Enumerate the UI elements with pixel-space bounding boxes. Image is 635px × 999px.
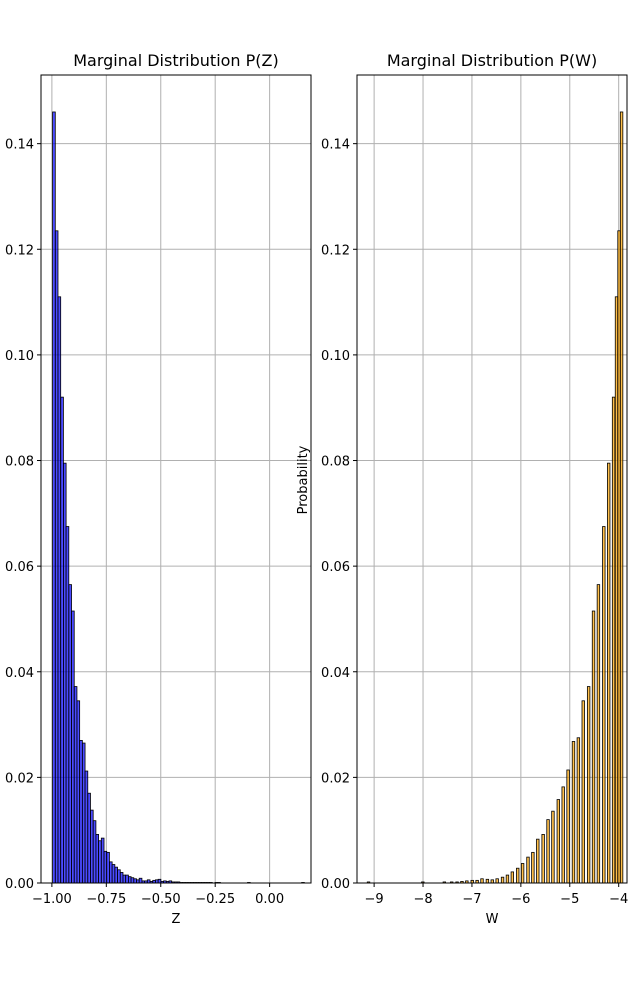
z-histogram-bar: [73, 686, 78, 884]
z-y-tick-label: 0.04: [5, 666, 34, 681]
z-y-tick-label: 0.12: [5, 243, 34, 258]
w-histogram-bar: [546, 819, 550, 884]
w-histogram-bar: [576, 737, 581, 884]
z-x-tick-label: −0.50: [141, 892, 181, 907]
w-histogram-bar: [500, 876, 505, 884]
z-histogram-bar: [65, 526, 70, 884]
z-histogram-bar: [114, 866, 118, 884]
w-histogram-bar: [480, 878, 484, 884]
z-histogram-bar: [98, 840, 102, 884]
z-x-tick-label: −1.00: [32, 892, 72, 907]
z-x-tick-label: −0.75: [86, 892, 126, 907]
w-histogram-bar: [602, 526, 606, 884]
w-histogram-bar: [619, 111, 624, 884]
w-histogram-bar: [607, 462, 611, 884]
w-histogram-bar: [526, 856, 530, 884]
w-histogram-bar: [551, 810, 555, 884]
z-bars: [52, 111, 305, 884]
w-histogram-bar: [596, 584, 601, 884]
w-histogram-bar: [586, 686, 591, 884]
w-plot-frame: [356, 74, 628, 884]
chart-z: −1.00 −0.75 −0.50 −0.25 0.00 0.000.020.040.0…: [5, 51, 312, 927]
w-histogram-bar: [591, 610, 596, 884]
w-y-tick-label: 0.00: [321, 877, 350, 892]
z-histogram-bar: [81, 742, 86, 884]
w-y-tick-label: 0.12: [321, 243, 350, 258]
w-y-axis-label: Probability: [296, 445, 311, 514]
chart-w: −9 −8 −7 −6 −5 −4 0.00 0.02 0.04 0.06 0.08 0.10 0.1…: [296, 51, 628, 927]
z-x-axis-label: Z: [172, 912, 181, 927]
w-y-tick-label: 0.10: [321, 349, 350, 364]
w-x-tick-label: −7: [462, 892, 481, 907]
w-histogram-bar: [531, 851, 535, 884]
w-histogram-bar: [520, 863, 525, 884]
z-y-ticks: 0.00 0.02 0.04 0.06 0.08 0.10 0.12 0.14: [5, 138, 41, 892]
w-histogram-bar: [541, 834, 545, 884]
w-histogram-bar: [611, 396, 616, 884]
w-y-tick-label: 0.02: [321, 771, 350, 786]
w-histogram-bar: [485, 878, 490, 884]
w-gridlines: [357, 75, 627, 884]
w-x-tick-label: −5: [560, 892, 579, 907]
z-x-tick-label: −0.25: [195, 892, 235, 907]
z-plot-frame: [40, 74, 312, 884]
z-histogram-bar: [138, 877, 143, 884]
w-histogram-bar: [561, 786, 565, 884]
w-x-tick-label: −4: [609, 892, 628, 907]
w-y-ticks: 0.00 0.02 0.04 0.06 0.08 0.10 0.12 0.14: [321, 138, 357, 892]
z-chart-title: Marginal Distribution P(Z): [73, 51, 279, 70]
z-x-tick-label: 0.00: [255, 892, 284, 907]
z-x-ticks: −1.00 −0.75 −0.50 −0.25 0.00: [32, 883, 284, 907]
z-histogram-bar: [90, 809, 94, 884]
w-histogram-bar: [566, 769, 570, 884]
w-histogram-bar: [495, 878, 499, 884]
z-y-tick-label: 0.10: [5, 349, 34, 364]
z-histogram-bar: [130, 877, 135, 884]
z-y-tick-label: 0.00: [5, 877, 34, 892]
w-chart-title: Marginal Distribution P(W): [387, 51, 597, 70]
w-histogram-bar: [516, 867, 520, 884]
w-bars: [366, 111, 624, 884]
w-histogram-bar: [536, 838, 540, 884]
w-x-axis-label: W: [486, 912, 499, 927]
z-y-tick-label: 0.14: [5, 138, 34, 153]
z-y-tick-label: 0.02: [5, 771, 34, 786]
w-x-tick-label: −8: [413, 892, 432, 907]
z-histogram-bar: [106, 851, 110, 884]
w-x-tick-label: −9: [365, 892, 384, 907]
w-x-tick-label: −6: [511, 892, 530, 907]
w-x-ticks: −9 −8 −7 −6 −5 −4: [365, 883, 628, 907]
w-y-tick-label: 0.14: [321, 138, 350, 153]
w-histogram-bar: [581, 700, 585, 884]
w-histogram-bar: [505, 874, 510, 884]
w-histogram-bar: [510, 871, 514, 884]
w-y-tick-label: 0.06: [321, 560, 350, 575]
z-histogram-bar: [57, 296, 62, 884]
z-y-tick-label: 0.06: [5, 560, 34, 575]
w-y-tick-label: 0.08: [321, 455, 350, 470]
z-y-tick-label: 0.08: [5, 455, 34, 470]
w-y-tick-label: 0.04: [321, 666, 350, 681]
z-histogram-bar: [122, 874, 127, 884]
w-histogram-bar: [571, 741, 576, 884]
w-histogram-bar: [556, 799, 560, 884]
